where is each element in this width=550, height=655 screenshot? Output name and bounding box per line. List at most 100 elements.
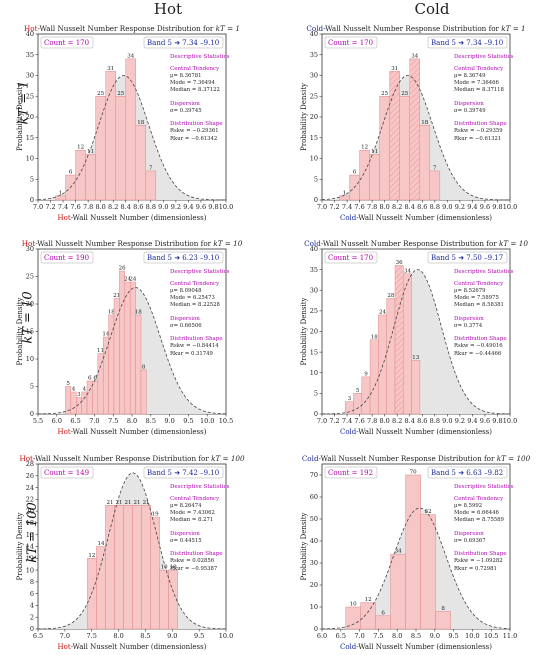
bar-value-label: 13 bbox=[412, 355, 419, 361]
x-tick-label: 8.2 bbox=[108, 203, 118, 211]
chart-panel-cold-100: 10 12 6 34 70 52 8 6.0 6.5 7.0 7.5 8.0 8.5 9.0 9.5 10.0… bbox=[300, 454, 531, 651]
x-tick-label: 9.4 bbox=[467, 417, 477, 425]
stat-median: Median = 8.75589 bbox=[454, 517, 505, 523]
chart-title-k: kT = 1 bbox=[501, 24, 525, 33]
chart-title-prefix: Hot bbox=[24, 24, 38, 33]
histogram-bar bbox=[124, 281, 131, 415]
histogram-bar bbox=[92, 380, 99, 415]
bar-value-label: 34 bbox=[395, 549, 402, 555]
stat-mean: μ= 8.09048 bbox=[170, 288, 202, 294]
histogram-bar bbox=[119, 270, 126, 415]
x-axis-label: Hot-Wall Nusselt Number (dimensionless) bbox=[58, 643, 207, 651]
stats-heading: Descriptive Statistics bbox=[454, 269, 514, 275]
y-tick-label: 10 bbox=[26, 566, 34, 574]
band-box: Band 5 ➜ 7.34 –9.10 bbox=[427, 36, 508, 49]
x-tick-label: 9.2 bbox=[455, 203, 465, 211]
bar-value-label: 52 bbox=[425, 509, 432, 515]
normal-curve bbox=[321, 507, 511, 630]
stat-sigma: σ= 0.69367 bbox=[454, 538, 486, 544]
count-text: Count = 192 bbox=[328, 469, 373, 477]
stats-heading: Descriptive Statistics bbox=[454, 484, 514, 490]
x-tick-label: 10.0 bbox=[219, 203, 233, 211]
stat-mode: Mode = 7.43062 bbox=[170, 510, 215, 516]
histogram-bar bbox=[123, 505, 133, 630]
y-tick-label: 22 bbox=[26, 496, 34, 504]
bar-value-label: 14 bbox=[97, 541, 104, 547]
chart-title: Hot-Wall Nusselt Number Response Distrib… bbox=[19, 454, 245, 463]
chart-title: Cold-Wall Nusselt Number Response Distri… bbox=[306, 24, 525, 33]
x-tick-label: 7.2 bbox=[45, 203, 55, 211]
stats-dispersion-heading: Dispersion bbox=[454, 316, 484, 322]
y-tick-label: 0 bbox=[314, 625, 318, 633]
x-tick-label: 9.6 bbox=[196, 203, 206, 211]
y-tick-label: 0 bbox=[30, 196, 34, 204]
histogram-bar bbox=[114, 505, 124, 630]
band-box: Band 5 ➜ 7.42 –9.10 bbox=[143, 466, 224, 479]
y-tick-label: 28 bbox=[26, 460, 34, 468]
y-tick-label: 40 bbox=[26, 30, 34, 38]
bar-value-label: 12 bbox=[77, 145, 84, 151]
count-box: Count = 170 bbox=[324, 251, 378, 264]
x-tick-label: 9.4 bbox=[467, 203, 477, 211]
bar-value-label: 26 bbox=[119, 266, 126, 272]
bar-value-label: 9 bbox=[364, 371, 368, 377]
y-tick-label: 50 bbox=[310, 515, 318, 523]
bar-value-label: 70 bbox=[410, 470, 417, 476]
y-tick-label: 18 bbox=[26, 519, 34, 527]
histogram-bar bbox=[159, 569, 169, 630]
x-tick-label: 7.5 bbox=[87, 632, 97, 640]
x-axis-label-prefix: Cold bbox=[340, 214, 357, 222]
histogram-bar bbox=[379, 96, 390, 201]
stat-median: Median = 8.37118 bbox=[454, 87, 505, 93]
stat-sigma: σ= 0.44515 bbox=[170, 538, 202, 544]
y-tick-label: 30 bbox=[310, 286, 318, 294]
stats-dispersion-heading: Dispersion bbox=[454, 101, 484, 107]
stats-heading: Descriptive Statistics bbox=[170, 269, 230, 275]
bar-value-label: 6 bbox=[93, 376, 97, 382]
bar-value-label: 34 bbox=[404, 268, 411, 274]
stat-kurtosis: Rkur = −0.61321 bbox=[454, 136, 501, 142]
x-tick-label: 8.4 bbox=[121, 203, 131, 211]
y-tick-label: 0 bbox=[314, 196, 318, 204]
x-tick-label: 7.8 bbox=[367, 417, 377, 425]
x-axis-label-prefix: Hot bbox=[58, 214, 71, 222]
y-tick-label: 35 bbox=[310, 266, 318, 274]
bar-value-label: 36 bbox=[396, 260, 403, 266]
stats-central-tendency-heading: Central Tendency bbox=[454, 66, 504, 72]
histogram-bar bbox=[141, 505, 151, 630]
count-text: Count = 170 bbox=[44, 39, 89, 47]
bar-value-label: 10 bbox=[350, 602, 357, 608]
chart-title-prefix: Cold bbox=[306, 24, 323, 33]
band-box-frame bbox=[143, 251, 224, 264]
y-tick-label: 6 bbox=[30, 590, 34, 598]
histogram-bar bbox=[135, 125, 147, 201]
bar-value-label: 21 bbox=[134, 500, 141, 506]
bar-value-label: 25 bbox=[401, 91, 408, 97]
bar-value-label: 12 bbox=[365, 597, 372, 603]
normal-curve bbox=[37, 472, 227, 630]
histogram-bar bbox=[150, 516, 160, 630]
chart-title-prefix: Hot bbox=[22, 239, 36, 248]
x-tick-label: 5.5 bbox=[33, 417, 43, 425]
bar-value-label: 5 bbox=[356, 388, 360, 394]
x-tick-label: 7.4 bbox=[342, 203, 352, 211]
chart-title-k: kT = 10 bbox=[499, 239, 528, 248]
y-tick-label: 0 bbox=[30, 625, 34, 633]
x-tick-label: 7.5 bbox=[108, 417, 118, 425]
y-tick-label: 8 bbox=[30, 578, 34, 586]
histogram-bar bbox=[394, 265, 404, 415]
bar-value-label: 24 bbox=[129, 277, 136, 283]
x-axis-label: Hot-Wall Nusselt Number (dimensionless) bbox=[58, 428, 207, 436]
histogram-bar bbox=[361, 376, 371, 415]
band-text: Band 5 ➜ 6.63 –9.82 bbox=[431, 469, 503, 477]
x-tick-label: 7.4 bbox=[58, 203, 68, 211]
chart-title-k: kT = 1 bbox=[216, 24, 240, 33]
x-tick-label: 9.6 bbox=[480, 417, 490, 425]
x-tick-label: 6.0 bbox=[52, 417, 62, 425]
x-tick-label: 9.0 bbox=[164, 417, 174, 425]
count-text: Count = 190 bbox=[44, 254, 89, 262]
stat-kurtosis: Rkur = 0.31749 bbox=[170, 351, 213, 357]
